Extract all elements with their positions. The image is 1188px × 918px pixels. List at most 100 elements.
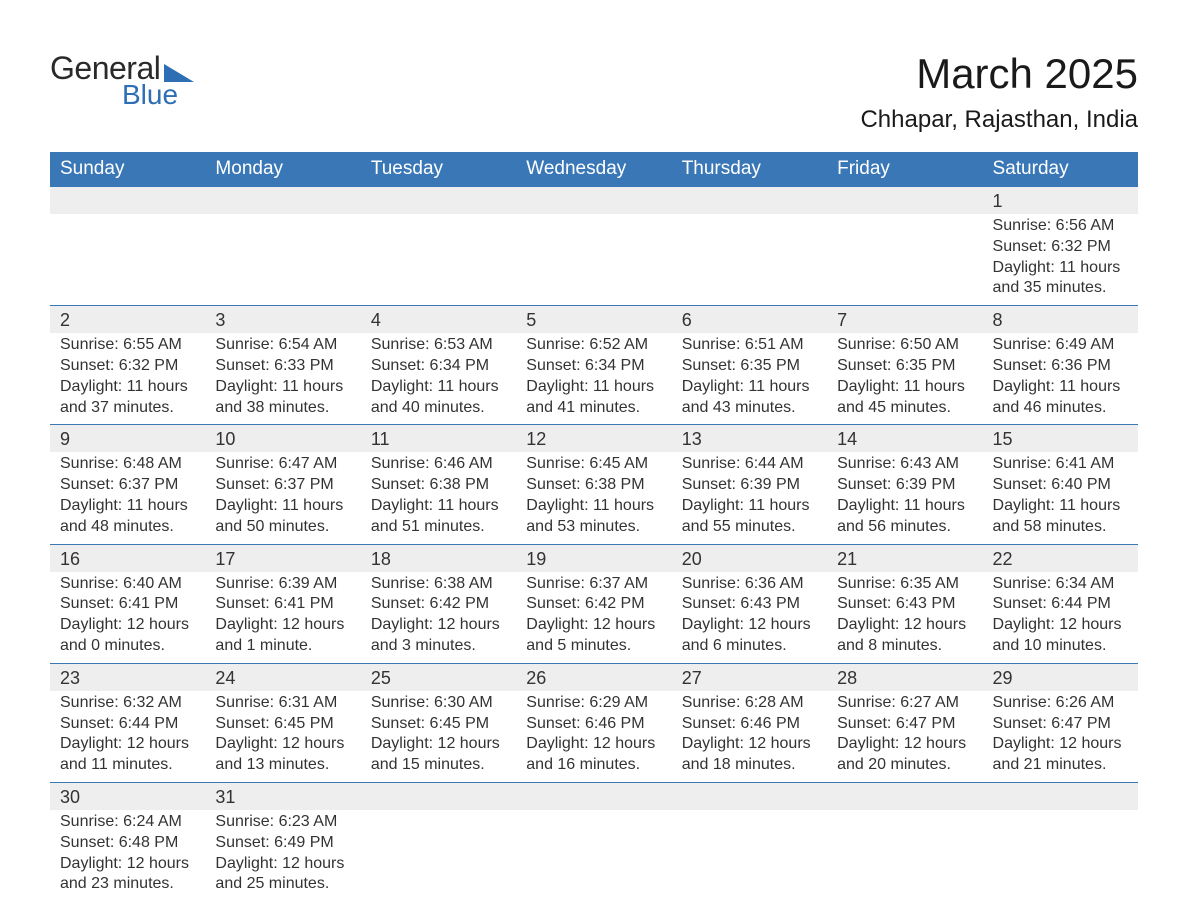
day-number-cell: [983, 782, 1138, 810]
day-details-cell: [827, 214, 982, 306]
day-number-cell: [361, 187, 516, 215]
daynum-row: 2345678: [50, 306, 1138, 334]
sunrise-line: Sunrise: 6:55 AM: [60, 335, 195, 356]
day-details-cell: Sunrise: 6:34 AMSunset: 6:44 PMDaylight:…: [983, 572, 1138, 664]
day-details-cell: Sunrise: 6:28 AMSunset: 6:46 PMDaylight:…: [672, 691, 827, 783]
sunset-line: Sunset: 6:38 PM: [526, 475, 661, 496]
day-details-cell: Sunrise: 6:49 AMSunset: 6:36 PMDaylight:…: [983, 333, 1138, 425]
day-details-cell: [672, 810, 827, 901]
day-number-cell: 27: [672, 663, 827, 691]
sunrise-line: Sunrise: 6:24 AM: [60, 812, 195, 833]
day-number-cell: [827, 187, 982, 215]
day-details-cell: Sunrise: 6:46 AMSunset: 6:38 PMDaylight:…: [361, 452, 516, 544]
day-number-cell: 16: [50, 544, 205, 572]
day-number-cell: 24: [205, 663, 360, 691]
day-details-cell: Sunrise: 6:36 AMSunset: 6:43 PMDaylight:…: [672, 572, 827, 664]
day-details-cell: Sunrise: 6:29 AMSunset: 6:46 PMDaylight:…: [516, 691, 671, 783]
daylight-line: Daylight: 12 hours and 20 minutes.: [837, 734, 972, 776]
daylight-line: Daylight: 11 hours and 56 minutes.: [837, 496, 972, 538]
day-number-cell: 22: [983, 544, 1138, 572]
day-details-cell: Sunrise: 6:39 AMSunset: 6:41 PMDaylight:…: [205, 572, 360, 664]
sunrise-line: Sunrise: 6:34 AM: [993, 574, 1128, 595]
day-number-cell: 26: [516, 663, 671, 691]
daylight-line: Daylight: 12 hours and 21 minutes.: [993, 734, 1128, 776]
calendar-header-row: SundayMondayTuesdayWednesdayThursdayFrid…: [50, 152, 1138, 187]
sunset-line: Sunset: 6:49 PM: [215, 833, 350, 854]
daylight-line: Daylight: 11 hours and 53 minutes.: [526, 496, 661, 538]
sunset-line: Sunset: 6:34 PM: [371, 356, 506, 377]
daylight-line: Daylight: 11 hours and 35 minutes.: [993, 258, 1128, 300]
day-number-cell: 13: [672, 425, 827, 453]
day-number-cell: 31: [205, 782, 360, 810]
day-number-cell: 2: [50, 306, 205, 334]
day-details-cell: Sunrise: 6:54 AMSunset: 6:33 PMDaylight:…: [205, 333, 360, 425]
day-number-cell: 30: [50, 782, 205, 810]
sunset-line: Sunset: 6:44 PM: [993, 594, 1128, 615]
sunrise-line: Sunrise: 6:53 AM: [371, 335, 506, 356]
sunset-line: Sunset: 6:39 PM: [682, 475, 817, 496]
daylight-line: Daylight: 11 hours and 37 minutes.: [60, 377, 195, 419]
sunrise-line: Sunrise: 6:50 AM: [837, 335, 972, 356]
day-number-cell: 14: [827, 425, 982, 453]
sunrise-line: Sunrise: 6:36 AM: [682, 574, 817, 595]
sunrise-line: Sunrise: 6:28 AM: [682, 693, 817, 714]
sunset-line: Sunset: 6:42 PM: [371, 594, 506, 615]
day-number-cell: 19: [516, 544, 671, 572]
sunset-line: Sunset: 6:43 PM: [837, 594, 972, 615]
daylight-line: Daylight: 11 hours and 48 minutes.: [60, 496, 195, 538]
daynum-row: 1: [50, 187, 1138, 215]
sunrise-line: Sunrise: 6:47 AM: [215, 454, 350, 475]
daylight-line: Daylight: 11 hours and 43 minutes.: [682, 377, 817, 419]
daylight-line: Daylight: 11 hours and 40 minutes.: [371, 377, 506, 419]
day-number-cell: [50, 187, 205, 215]
day-number-cell: [672, 782, 827, 810]
day-number-cell: 10: [205, 425, 360, 453]
day-number-cell: 15: [983, 425, 1138, 453]
day-details-cell: [205, 214, 360, 306]
day-details-cell: Sunrise: 6:55 AMSunset: 6:32 PMDaylight:…: [50, 333, 205, 425]
day-details-cell: Sunrise: 6:35 AMSunset: 6:43 PMDaylight:…: [827, 572, 982, 664]
sunrise-line: Sunrise: 6:35 AM: [837, 574, 972, 595]
sunrise-line: Sunrise: 6:40 AM: [60, 574, 195, 595]
day-details-cell: Sunrise: 6:44 AMSunset: 6:39 PMDaylight:…: [672, 452, 827, 544]
daylight-line: Daylight: 11 hours and 50 minutes.: [215, 496, 350, 538]
day-number-cell: 29: [983, 663, 1138, 691]
sunset-line: Sunset: 6:46 PM: [682, 714, 817, 735]
daynum-row: 23242526272829: [50, 663, 1138, 691]
day-details-cell: [361, 214, 516, 306]
sunrise-line: Sunrise: 6:26 AM: [993, 693, 1128, 714]
day-number-cell: 21: [827, 544, 982, 572]
sunrise-line: Sunrise: 6:39 AM: [215, 574, 350, 595]
sunset-line: Sunset: 6:41 PM: [215, 594, 350, 615]
day-details-cell: [50, 214, 205, 306]
day-details-cell: [361, 810, 516, 901]
day-details-cell: Sunrise: 6:48 AMSunset: 6:37 PMDaylight:…: [50, 452, 205, 544]
brand-logo: General Blue: [50, 50, 194, 111]
day-details-cell: Sunrise: 6:40 AMSunset: 6:41 PMDaylight:…: [50, 572, 205, 664]
day-details-cell: Sunrise: 6:52 AMSunset: 6:34 PMDaylight:…: [516, 333, 671, 425]
day-details-cell: Sunrise: 6:51 AMSunset: 6:35 PMDaylight:…: [672, 333, 827, 425]
day-details-cell: Sunrise: 6:43 AMSunset: 6:39 PMDaylight:…: [827, 452, 982, 544]
sunrise-line: Sunrise: 6:48 AM: [60, 454, 195, 475]
sunrise-line: Sunrise: 6:29 AM: [526, 693, 661, 714]
day-number-cell: [672, 187, 827, 215]
sunset-line: Sunset: 6:45 PM: [215, 714, 350, 735]
logo-triangle-icon: [164, 64, 194, 82]
sunrise-line: Sunrise: 6:38 AM: [371, 574, 506, 595]
daylight-line: Daylight: 12 hours and 11 minutes.: [60, 734, 195, 776]
weekday-header: Thursday: [672, 152, 827, 187]
day-details-cell: Sunrise: 6:32 AMSunset: 6:44 PMDaylight:…: [50, 691, 205, 783]
sunset-line: Sunset: 6:37 PM: [60, 475, 195, 496]
sunset-line: Sunset: 6:45 PM: [371, 714, 506, 735]
day-number-cell: 23: [50, 663, 205, 691]
day-details-cell: [516, 214, 671, 306]
sunset-line: Sunset: 6:34 PM: [526, 356, 661, 377]
sunrise-line: Sunrise: 6:43 AM: [837, 454, 972, 475]
day-number-cell: 7: [827, 306, 982, 334]
daylight-line: Daylight: 12 hours and 3 minutes.: [371, 615, 506, 657]
month-year-title: March 2025: [860, 50, 1138, 98]
day-details-cell: Sunrise: 6:37 AMSunset: 6:42 PMDaylight:…: [516, 572, 671, 664]
day-details-cell: Sunrise: 6:45 AMSunset: 6:38 PMDaylight:…: [516, 452, 671, 544]
details-row: Sunrise: 6:40 AM Sunset: 6:41 PM Daylight:…: [50, 572, 1138, 664]
day-number-cell: 9: [50, 425, 205, 453]
